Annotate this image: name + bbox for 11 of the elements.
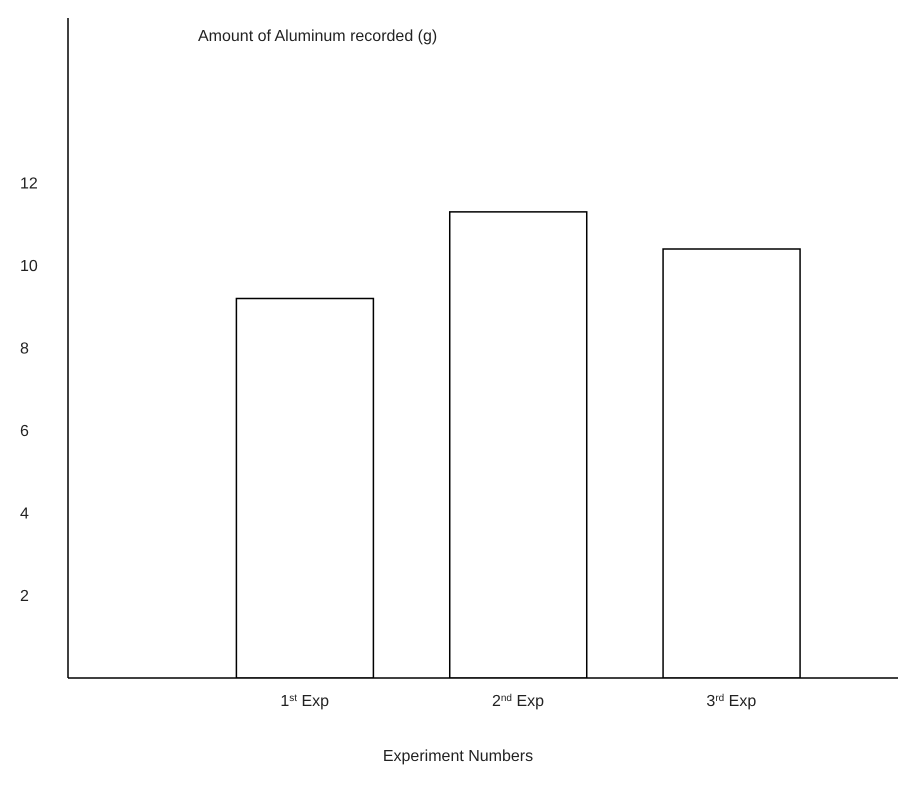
x-tick-label: 3$^{rd}$ Exp	[706, 692, 756, 710]
x-tick-label: 2$^{nd}$ Exp	[492, 692, 544, 710]
y-tick-label: 6	[20, 423, 29, 440]
y-tick-label: 4	[20, 506, 29, 523]
x-axis-title: Experiment Numbers	[382, 748, 534, 766]
y-tick-label: 2	[20, 588, 29, 606]
y-axis-title: Amount of Aluminum recorded (g)	[198, 28, 438, 46]
y-tick-label: 12	[20, 176, 38, 193]
y-tick-label: 10	[20, 258, 38, 276]
x-tick-label: 1$^{st}$ Exp	[280, 692, 330, 710]
y-tick-label: 8	[20, 340, 29, 358]
